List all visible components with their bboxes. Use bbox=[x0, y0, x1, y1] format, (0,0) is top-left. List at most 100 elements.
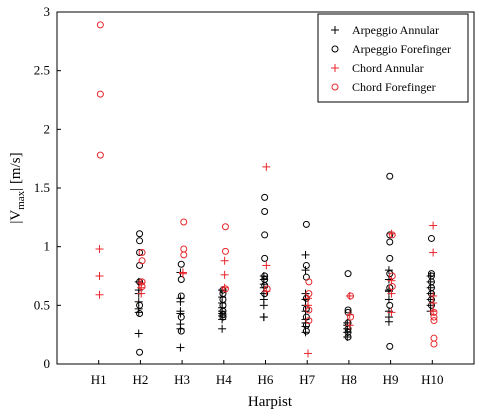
y-tick-label: 1.5 bbox=[34, 180, 50, 195]
data-point bbox=[302, 261, 310, 269]
x-tick-label: H4 bbox=[216, 372, 232, 387]
data-point bbox=[386, 172, 394, 180]
series-chord-forefinger bbox=[96, 21, 438, 348]
y-tick-label: 0.5 bbox=[34, 297, 50, 312]
legend-marker bbox=[331, 83, 339, 91]
data-point bbox=[347, 313, 355, 321]
legend-entry-label: Arpeggio Forefinger bbox=[352, 42, 451, 56]
data-point bbox=[96, 21, 104, 29]
y-axis-label: |Vmax| [m/s] bbox=[8, 152, 27, 223]
data-point bbox=[261, 276, 269, 284]
data-point bbox=[221, 223, 229, 231]
data-point bbox=[177, 276, 185, 284]
series-chord-annular bbox=[95, 162, 438, 358]
x-tick-label: H9 bbox=[383, 372, 399, 387]
legend-marker bbox=[331, 26, 339, 34]
data-point bbox=[305, 317, 313, 325]
data-point bbox=[430, 317, 438, 325]
data-point bbox=[262, 162, 271, 171]
data-point bbox=[427, 234, 435, 242]
data-point bbox=[95, 272, 104, 280]
data-point bbox=[345, 321, 354, 330]
data-point bbox=[387, 289, 396, 298]
data-point bbox=[386, 342, 394, 350]
data-point bbox=[344, 319, 352, 327]
data-point bbox=[388, 283, 396, 291]
data-point bbox=[177, 292, 185, 300]
legend: Arpeggio Annular Arpeggio Forefinger Chord… bbox=[317, 13, 469, 103]
data-point bbox=[177, 327, 185, 335]
data-point bbox=[136, 301, 144, 309]
data-point bbox=[386, 254, 394, 262]
y-axis-label-subscript: max bbox=[15, 190, 27, 209]
x-tick-label: H2 bbox=[132, 372, 148, 387]
data-point bbox=[136, 237, 144, 245]
data-point bbox=[95, 245, 104, 254]
data-point bbox=[429, 291, 438, 300]
data-point bbox=[430, 308, 438, 316]
data-point bbox=[138, 257, 146, 265]
x-axis-label: Harpist bbox=[248, 394, 293, 410]
data-point bbox=[180, 251, 188, 259]
data-point bbox=[261, 254, 269, 262]
data-point bbox=[429, 298, 438, 307]
y-tick-label: 3 bbox=[44, 4, 51, 19]
data-point bbox=[301, 266, 310, 275]
data-point bbox=[430, 334, 438, 342]
data-point bbox=[176, 343, 185, 352]
data-point bbox=[96, 90, 104, 98]
data-point bbox=[220, 283, 229, 292]
x-tick-label: H1 bbox=[91, 372, 107, 387]
data-point bbox=[302, 220, 310, 228]
data-point bbox=[138, 278, 146, 286]
y-tick-label: 2 bbox=[44, 121, 51, 136]
data-point bbox=[263, 285, 271, 293]
axis-layer: 0 0.5 1 1.5 2 2.5 3 H1 H2 H3 H4 H6 H7 H8 H9 H10 bbox=[34, 4, 475, 387]
data-point bbox=[261, 231, 269, 239]
data-point bbox=[261, 193, 269, 201]
data-point bbox=[176, 320, 185, 329]
data-point bbox=[220, 256, 229, 265]
data-point bbox=[138, 283, 146, 291]
legend-marker bbox=[331, 45, 339, 53]
plot-layer bbox=[95, 21, 438, 358]
x-tick-label: H8 bbox=[341, 372, 357, 387]
data-point bbox=[177, 260, 185, 268]
data-point bbox=[344, 328, 352, 336]
data-point bbox=[430, 313, 438, 321]
data-point bbox=[301, 250, 310, 259]
data-point bbox=[221, 247, 229, 255]
y-tick-label: 0 bbox=[44, 356, 51, 371]
y-tick-label: 2.5 bbox=[34, 63, 50, 78]
data-point bbox=[177, 313, 185, 321]
legend-box bbox=[317, 13, 469, 103]
data-point bbox=[180, 218, 188, 226]
data-point bbox=[347, 292, 355, 300]
x-tick-label: H7 bbox=[299, 372, 315, 387]
data-point bbox=[219, 311, 227, 319]
data-point bbox=[134, 297, 143, 306]
data-point bbox=[429, 248, 438, 257]
data-point bbox=[95, 290, 104, 299]
data-point bbox=[430, 340, 438, 348]
data-point bbox=[386, 238, 394, 246]
data-point bbox=[218, 324, 227, 333]
series-arpeggio-forefinger bbox=[136, 172, 435, 356]
y-axis-label-main: |V bbox=[8, 210, 24, 224]
y-tick-label: 1 bbox=[44, 239, 51, 254]
data-point bbox=[387, 229, 396, 238]
data-point bbox=[427, 272, 435, 280]
data-point bbox=[261, 272, 269, 280]
y-axis-label-tail: | [m/s] bbox=[8, 152, 24, 190]
data-point bbox=[96, 151, 104, 159]
data-point bbox=[388, 231, 396, 239]
data-point bbox=[302, 327, 310, 335]
data-point bbox=[386, 301, 394, 309]
data-point bbox=[136, 348, 144, 356]
legend-entry-label: Chord Annular bbox=[352, 61, 424, 75]
data-point bbox=[305, 306, 313, 314]
data-point bbox=[305, 290, 313, 298]
data-point bbox=[344, 270, 352, 278]
data-point bbox=[429, 221, 438, 230]
